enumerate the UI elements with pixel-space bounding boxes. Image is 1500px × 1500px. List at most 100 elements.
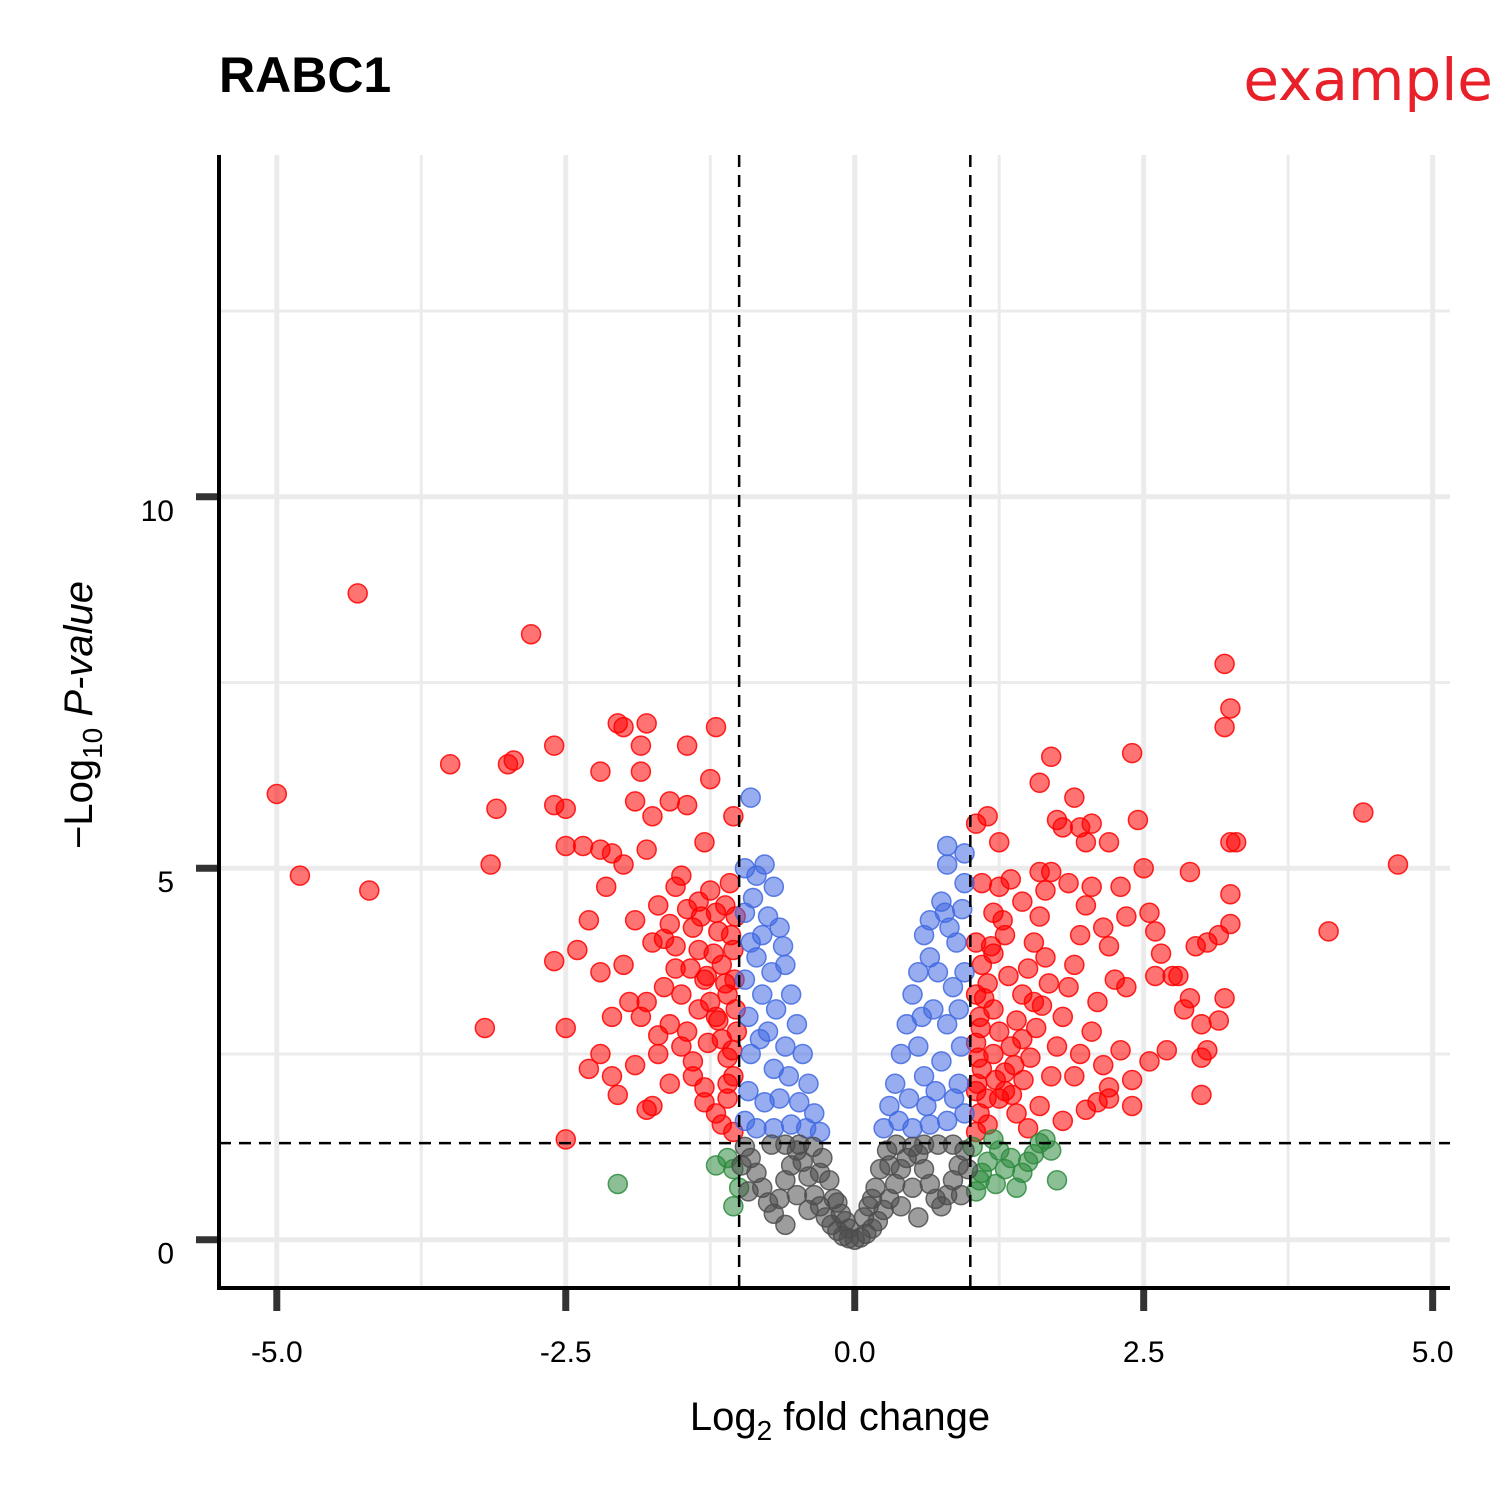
point-log2fc (983, 1129, 1004, 1150)
x-tick-label: -5.0 (251, 1336, 303, 1369)
point-p (888, 1110, 909, 1132)
watermark-text: example (1243, 46, 1493, 114)
point-p-and-log2fc (642, 805, 663, 827)
point-p-and-log2fc (636, 839, 657, 860)
point-log2fc (607, 1173, 629, 1195)
point-p (765, 999, 787, 1020)
point-p-and-log2fc (359, 880, 380, 901)
point-p-and-log2fc (1098, 935, 1120, 957)
point-p (943, 1088, 965, 1109)
point-p-and-log2fc (624, 909, 646, 931)
point-p-and-log2fc (439, 753, 461, 775)
point-p-and-log2fc (671, 1036, 692, 1057)
point-p-and-log2fc (555, 1017, 577, 1039)
x-tick-label: 5.0 (1412, 1336, 1454, 1369)
point-p-and-log2fc (717, 1073, 738, 1094)
point-p-and-log2fc (1029, 906, 1050, 927)
point-p-and-log2fc (613, 954, 634, 976)
point-p (936, 835, 958, 857)
grid-lines (219, 155, 1450, 1288)
point-log2fc (1040, 1140, 1062, 1161)
point-ns (809, 1162, 831, 1184)
point-p-and-log2fc (613, 716, 634, 738)
point-p-and-log2fc (607, 1084, 629, 1106)
point-p (951, 898, 973, 920)
point-p-and-log2fc (630, 761, 652, 782)
point-p (738, 1006, 759, 1028)
point-p (925, 1080, 946, 1102)
point-p-and-log2fc (1116, 906, 1137, 927)
point-log2fc (1046, 1170, 1068, 1191)
point-p-and-log2fc (1121, 1069, 1143, 1091)
point-p (942, 976, 964, 998)
point-p-and-log2fc (647, 1025, 669, 1046)
point-p (902, 984, 923, 1005)
y-tick-label: 0 (157, 1238, 174, 1271)
point-p-and-log2fc (1064, 787, 1085, 808)
point-p-and-log2fc (699, 768, 721, 790)
point-p-and-log2fc (1052, 817, 1074, 838)
point-p-and-log2fc (630, 735, 652, 756)
point-p-and-log2fc (998, 965, 1019, 987)
point-p-and-log2fc (715, 973, 736, 994)
point-p-and-log2fc (1020, 1047, 1041, 1068)
point-p-and-log2fc (1025, 1017, 1047, 1039)
point-p-and-log2fc (1035, 947, 1056, 968)
chart-title: RABC1 (219, 47, 391, 103)
point-p-and-log2fc (1029, 1095, 1050, 1117)
point-p-and-log2fc (1225, 831, 1247, 853)
point-p (936, 854, 958, 875)
point-ns (775, 1214, 796, 1236)
point-p-and-log2fc (1064, 954, 1085, 976)
point-p-and-log2fc (578, 1058, 600, 1080)
point-ns (827, 1192, 848, 1213)
point-p-and-log2fc (676, 794, 698, 816)
point-p-and-log2fc (572, 835, 594, 857)
point-p-and-log2fc (1168, 965, 1189, 987)
point-p (898, 1088, 920, 1109)
point-p-and-log2fc (567, 939, 588, 961)
point-p-and-log2fc (590, 1043, 611, 1065)
point-ns (886, 1134, 907, 1155)
point-p-and-log2fc (970, 1017, 991, 1039)
point-p-and-log2fc (1197, 932, 1218, 953)
point-p-and-log2fc (613, 854, 634, 875)
point-p-and-log2fc (1017, 958, 1039, 979)
point-p-and-log2fc (1191, 1084, 1212, 1106)
point-p-and-log2fc (624, 791, 646, 812)
point-p (792, 1043, 813, 1065)
point-p-and-log2fc (1040, 746, 1062, 768)
point-p-and-log2fc (1110, 1040, 1131, 1061)
x-tick-label: 0.0 (834, 1336, 876, 1369)
point-p-and-log2fc (1087, 991, 1108, 1013)
point-p-and-log2fc (497, 753, 519, 775)
point-ns (908, 1207, 929, 1228)
point-p-and-log2fc (690, 906, 712, 927)
point-p (740, 787, 761, 808)
point-log2fc (985, 1173, 1006, 1195)
point-ns (879, 1155, 900, 1176)
point-p-and-log2fc (659, 913, 681, 935)
axis-ticks: -5.0 -2.5 0.0 2.5 5.0 0 5 10 (141, 493, 1454, 1369)
point-ns (731, 1155, 752, 1176)
point-p-and-log2fc (1013, 1069, 1034, 1091)
point-p (752, 984, 773, 1005)
point-p-and-log2fc (980, 935, 1002, 957)
point-p-and-log2fc (676, 735, 698, 756)
point-p (740, 1043, 761, 1065)
point-p-and-log2fc (694, 1092, 715, 1113)
point-p-and-log2fc (1214, 987, 1235, 1009)
point-p (775, 1036, 796, 1057)
point-p-and-log2fc (992, 909, 1013, 931)
point-p-and-log2fc (653, 976, 675, 998)
point-p (884, 1073, 906, 1094)
y-tick-label: 5 (157, 866, 174, 899)
point-p (769, 917, 790, 938)
point-p (908, 961, 929, 983)
point-p-and-log2fc (1038, 973, 1060, 994)
point-p (798, 1073, 819, 1094)
point-p-and-log2fc (474, 1017, 496, 1039)
point-p (754, 1092, 775, 1113)
point-p-and-log2fc (1104, 969, 1126, 990)
point-p-and-log2fc (1156, 1040, 1178, 1061)
